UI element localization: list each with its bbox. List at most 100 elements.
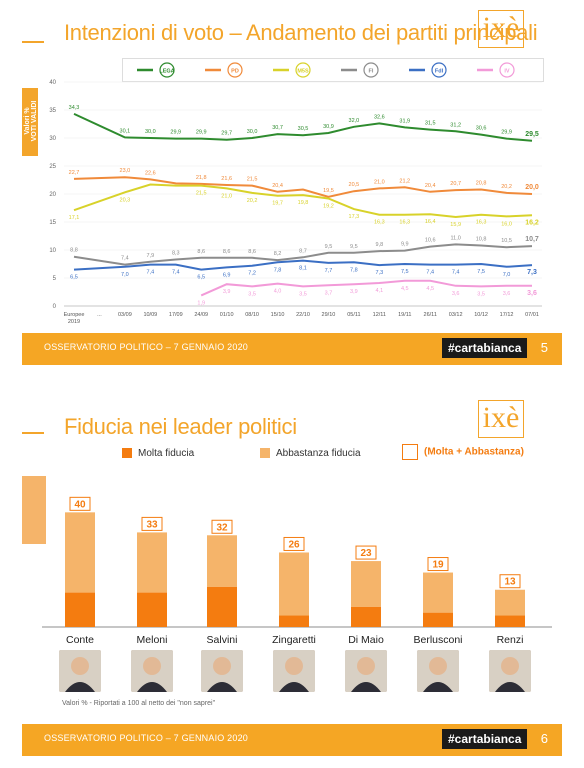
data-label: 29,7 [221, 131, 232, 137]
data-label: 9,9 [401, 242, 409, 248]
leader-photo [273, 650, 315, 692]
data-label: 6,9 [223, 272, 231, 278]
data-label: 6,5 [197, 275, 205, 281]
data-label: 20,3 [120, 197, 131, 203]
data-label: 19,8 [298, 200, 309, 206]
data-label: 8,8 [70, 248, 78, 254]
slide-leader-trust: Fiducia nei leader politici ixè Molta fi… [22, 392, 562, 756]
y-axis-label: Valori % VOTI VALIDI [22, 88, 38, 156]
party-logo-icon [363, 62, 379, 78]
x-tick-label: 2019 [68, 319, 80, 325]
data-label: 8,6 [248, 249, 256, 255]
data-label: 7,5 [477, 269, 485, 275]
data-label: 30,1 [120, 128, 131, 134]
party-logo-icon [499, 62, 515, 78]
data-label: 29,9 [196, 130, 207, 136]
x-tick-label: 10/09 [143, 312, 157, 318]
data-label: 21,5 [196, 191, 207, 197]
x-tick-label: 07/01 [525, 312, 539, 318]
party-legend: LEGA PD M5S FI FdI IV [122, 58, 544, 82]
leader-photo [345, 650, 387, 692]
data-label: 8,7 [299, 248, 307, 254]
page-number: 6 [540, 731, 548, 746]
bar-molta [351, 606, 381, 627]
data-label: 4,1 [376, 288, 384, 294]
data-label: 7,8 [274, 267, 282, 273]
data-label: 16,3 [374, 220, 385, 226]
data-label: 3,6 [452, 291, 460, 297]
data-label: 29,5 [525, 131, 539, 138]
data-label: 8,6 [223, 249, 231, 255]
data-label: 17,1 [69, 215, 80, 221]
data-label: 21,5 [247, 177, 258, 183]
x-tick-label: 24/09 [194, 312, 208, 318]
data-label: 16,0 [501, 221, 512, 227]
bar-abbastanza [495, 589, 525, 616]
y-tick-label: 0 [53, 304, 57, 310]
x-tick-label: 15/10 [271, 312, 285, 318]
data-label: 30,6 [476, 126, 487, 132]
data-label: 6,5 [70, 275, 78, 281]
data-label: 4,5 [426, 286, 434, 292]
data-label: 7,4 [172, 270, 180, 276]
total-box [141, 516, 163, 531]
y-tick-label: 30 [49, 136, 56, 142]
data-label: 3,9 [350, 289, 358, 295]
footer-tag: #cartabianca [442, 338, 528, 358]
x-tick-label: 01/10 [220, 312, 234, 318]
leader-name: Berlusconi [413, 634, 463, 646]
x-tick-label: 17/09 [169, 312, 183, 318]
y-tick-label: 25 [49, 164, 56, 170]
legend-swatch-abbastanza [260, 448, 270, 459]
bar-abbastanza [137, 532, 167, 593]
legend-label-abbastanza: Abbastanza fiducia [276, 448, 361, 459]
total-label: 33 [146, 519, 158, 530]
data-label: 19,2 [323, 203, 334, 209]
footer-text: OSSERVATORIO POLITICO – 7 GENNAIO 2020 [44, 342, 249, 352]
y-tick-label: 35 [49, 108, 56, 114]
total-box [355, 545, 377, 560]
data-label: 31,9 [399, 118, 410, 124]
data-label: 20,5 [349, 182, 360, 188]
data-label: 30,7 [272, 125, 283, 131]
total-label: 23 [360, 548, 372, 559]
bar-abbastanza [207, 535, 237, 587]
data-label: 30,9 [323, 124, 334, 130]
x-tick-label: 08/10 [245, 312, 259, 318]
data-label: 3,5 [299, 291, 307, 297]
data-label: 16,3 [476, 220, 487, 226]
data-label: 9,5 [325, 244, 333, 250]
leader-name: Renzi [496, 634, 524, 646]
x-tick-label: Europee [64, 312, 85, 318]
bar-abbastanza [351, 561, 381, 607]
party-logo-label: M5S [297, 69, 309, 75]
total-label: 32 [216, 522, 228, 533]
slide-title: Intenzioni di voto – Andamento dei parti… [64, 20, 538, 45]
data-label: 34,3 [69, 105, 80, 111]
data-label: 7,4 [147, 270, 155, 276]
data-label: 29,9 [170, 130, 181, 136]
bar-abbastanza [279, 552, 309, 616]
data-label: 4,0 [274, 289, 282, 295]
leader-name: Conte [65, 634, 95, 646]
data-label: 8,6 [197, 249, 205, 255]
side-accent [22, 476, 46, 544]
data-label: 7,7 [325, 268, 333, 274]
data-label: 21,8 [196, 175, 207, 181]
series-line-2 [73, 183, 533, 219]
data-label: 15,9 [450, 222, 461, 228]
leader-name: Zingaretti [272, 634, 316, 646]
data-label: 20,7 [450, 181, 461, 187]
data-label: 30,0 [247, 129, 258, 135]
party-logo-label: FdI [435, 69, 444, 75]
data-label: 30,5 [298, 126, 309, 132]
data-label: 7,4 [426, 270, 434, 276]
total-box [211, 519, 233, 534]
legend-molta: Molta fiducia [122, 448, 194, 459]
series-line-3 [73, 243, 533, 266]
x-tick-label: 29/10 [322, 312, 336, 318]
legend-label-total: (Molta + Abbastanza) [424, 446, 524, 458]
data-label: 20,8 [476, 181, 487, 187]
leader-photo [131, 650, 173, 692]
